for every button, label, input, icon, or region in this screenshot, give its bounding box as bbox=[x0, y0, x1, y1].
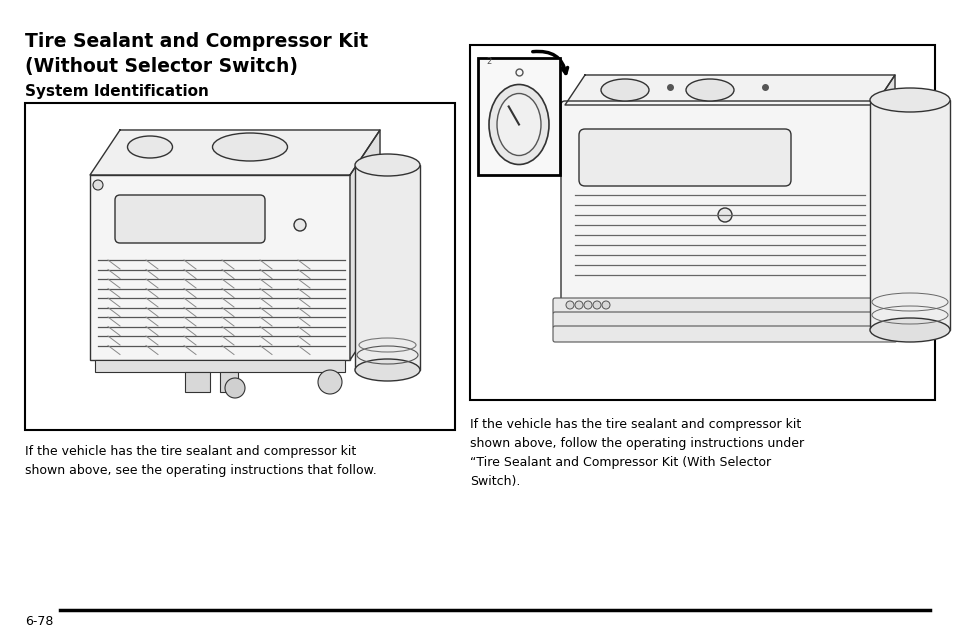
Text: Tire Sealant and Compressor Kit: Tire Sealant and Compressor Kit bbox=[25, 32, 368, 51]
Ellipse shape bbox=[355, 359, 419, 381]
Bar bbox=[90, 175, 350, 360]
Ellipse shape bbox=[600, 79, 648, 101]
Ellipse shape bbox=[497, 94, 540, 156]
Bar bbox=[470, 45, 934, 400]
Bar bbox=[869, 100, 949, 330]
Ellipse shape bbox=[128, 136, 172, 158]
Bar bbox=[185, 372, 210, 392]
Circle shape bbox=[575, 301, 582, 309]
Text: System Identification: System Identification bbox=[25, 84, 209, 99]
FancyBboxPatch shape bbox=[553, 312, 896, 328]
Ellipse shape bbox=[869, 88, 949, 112]
Circle shape bbox=[92, 180, 103, 190]
Bar bbox=[355, 165, 419, 370]
Ellipse shape bbox=[869, 318, 949, 342]
Text: 2: 2 bbox=[485, 57, 491, 66]
Polygon shape bbox=[350, 130, 379, 360]
Text: 6-78: 6-78 bbox=[25, 615, 53, 628]
Circle shape bbox=[583, 301, 592, 309]
Text: (Without Selector Switch): (Without Selector Switch) bbox=[25, 57, 297, 76]
Polygon shape bbox=[564, 75, 894, 105]
Circle shape bbox=[294, 219, 306, 231]
Text: If the vehicle has the tire sealant and compressor kit
shown above, follow the o: If the vehicle has the tire sealant and … bbox=[470, 418, 803, 488]
Circle shape bbox=[593, 301, 600, 309]
Bar bbox=[25, 103, 455, 430]
Ellipse shape bbox=[213, 133, 287, 161]
Ellipse shape bbox=[685, 79, 733, 101]
Bar bbox=[95, 360, 345, 372]
Ellipse shape bbox=[489, 84, 548, 165]
Circle shape bbox=[718, 208, 731, 222]
Circle shape bbox=[317, 370, 341, 394]
FancyBboxPatch shape bbox=[553, 326, 896, 342]
Circle shape bbox=[565, 301, 574, 309]
Circle shape bbox=[225, 378, 245, 398]
FancyBboxPatch shape bbox=[560, 101, 878, 304]
Bar bbox=[220, 372, 237, 392]
FancyBboxPatch shape bbox=[578, 129, 790, 186]
FancyBboxPatch shape bbox=[115, 195, 265, 243]
Circle shape bbox=[601, 301, 609, 309]
Ellipse shape bbox=[355, 154, 419, 176]
Text: If the vehicle has the tire sealant and compressor kit
shown above, see the oper: If the vehicle has the tire sealant and … bbox=[25, 445, 376, 477]
Polygon shape bbox=[90, 130, 379, 175]
FancyBboxPatch shape bbox=[553, 298, 896, 314]
Bar bbox=[477, 58, 559, 175]
Polygon shape bbox=[874, 75, 894, 300]
